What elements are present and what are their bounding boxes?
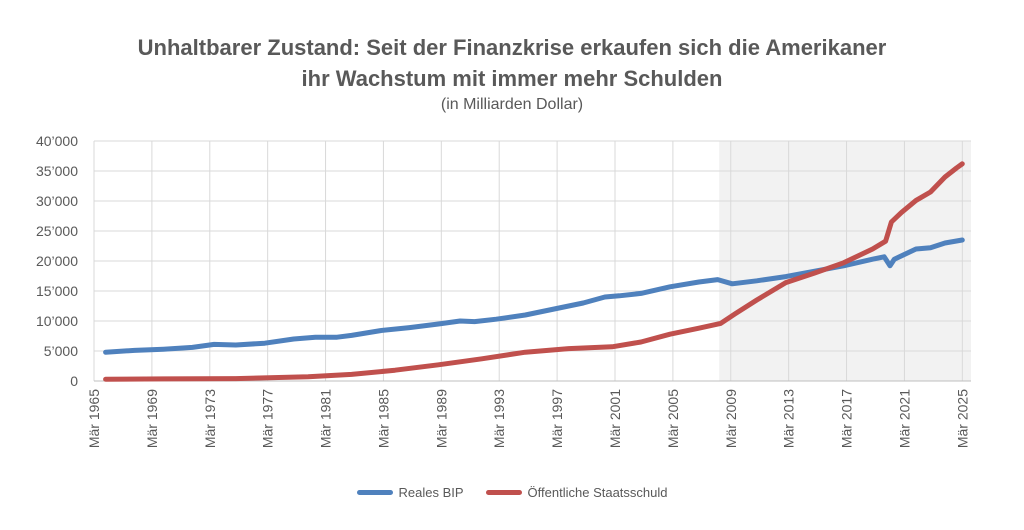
x-tick-label: Mär 2017 xyxy=(839,389,855,448)
legend-swatch-debt xyxy=(485,490,522,495)
chart-title-line-2: ihr Wachstum mit immer mehr Schulden xyxy=(301,66,723,91)
y-tick-label: 5’000 xyxy=(44,343,78,359)
y-tick-label: 40’000 xyxy=(36,133,78,149)
legend-item-gdp: Reales BIP xyxy=(356,485,464,500)
y-tick-label: 35’000 xyxy=(36,163,78,179)
x-tick-label: Mär 1993 xyxy=(491,389,507,448)
line-chart: 0 5’000 10’000 15’000 20’000 25’000 30’000 35’0… xyxy=(36,133,971,448)
x-tick-label: Mär 1973 xyxy=(202,389,218,448)
x-tick-label: Mär 1965 xyxy=(86,389,102,448)
x-tick-label: Mär 2021 xyxy=(896,389,912,448)
legend-label-gdp: Reales BIP xyxy=(398,485,464,500)
x-tick-label: Mär 2001 xyxy=(607,389,623,448)
y-tick-label: 30’000 xyxy=(36,193,78,209)
y-tick-label: 10’000 xyxy=(36,313,78,329)
series-line-gdp xyxy=(103,237,965,355)
x-tick-label: Mär 1977 xyxy=(260,389,276,448)
y-tick-label: 25’000 xyxy=(36,223,78,239)
legend-label-debt: Öffentliche Staatsschuld xyxy=(527,485,668,500)
x-tick-label: Mär 2025 xyxy=(954,389,970,448)
legend-swatch-gdp xyxy=(356,490,393,495)
legend-item-debt: Öffentliche Staatsschuld xyxy=(485,485,668,500)
x-tick-label: Mär 2005 xyxy=(665,389,681,448)
y-tick-label: 0 xyxy=(70,373,78,389)
x-tick-label: Mär 1997 xyxy=(549,389,565,448)
x-tick-label: Mär 2009 xyxy=(723,389,739,448)
series-line-debt xyxy=(103,161,965,382)
chart-subtitle: (in Milliarden Dollar) xyxy=(440,96,584,113)
y-tick-label: 20’000 xyxy=(36,253,78,269)
x-tick-label: Mär 1989 xyxy=(433,389,449,448)
x-tick-label: Mär 1969 xyxy=(144,389,160,448)
chart-legend: Reales BIP Öffentliche Staatsschuld xyxy=(0,485,1024,500)
x-tick-label: Mär 2013 xyxy=(781,389,797,448)
x-tick-label: Mär 1985 xyxy=(375,389,391,448)
chart-title: Unhaltbarer Zustand: Seit der Finanzkris… xyxy=(0,32,1024,94)
chart-title-line-1: Unhaltbarer Zustand: Seit der Finanzkris… xyxy=(137,35,887,60)
x-tick-label: Mär 1981 xyxy=(318,389,334,448)
y-tick-label: 15’000 xyxy=(36,283,78,299)
